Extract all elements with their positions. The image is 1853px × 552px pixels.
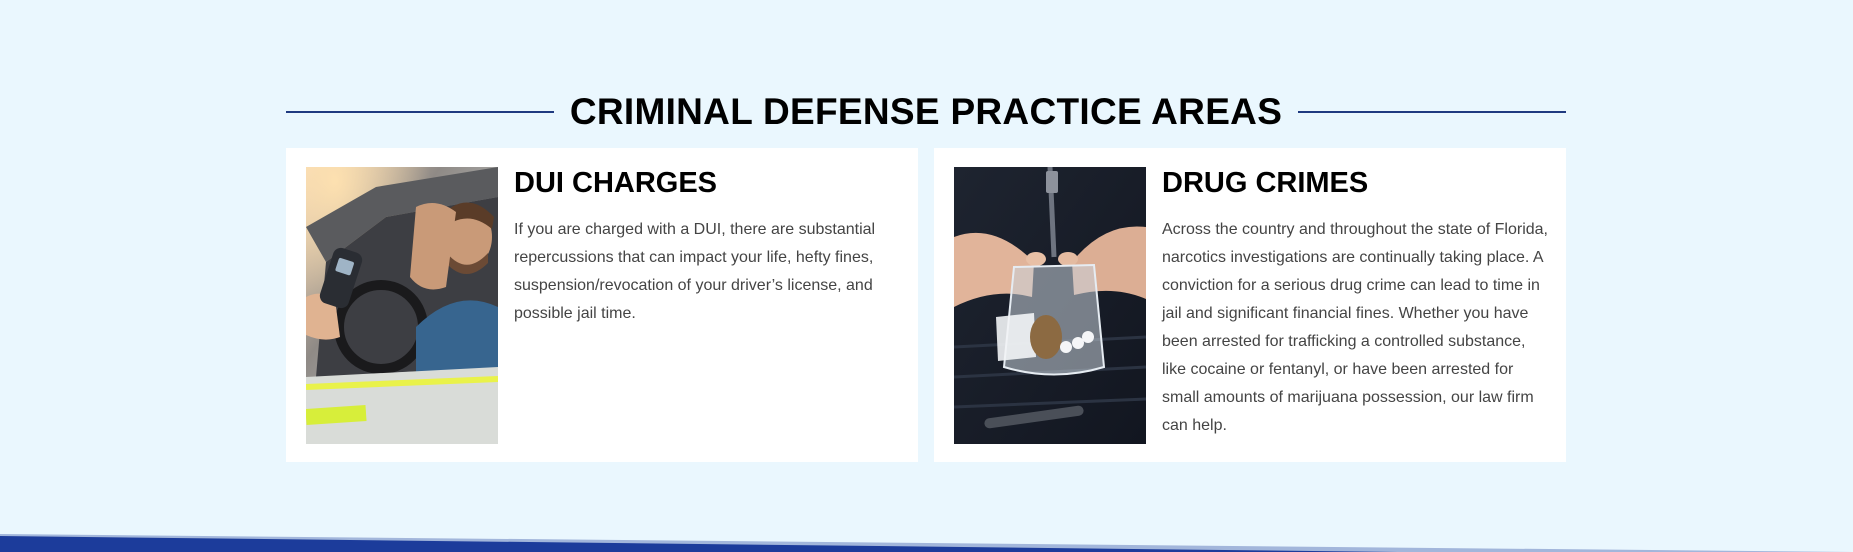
card-title[interactable]: DUI CHARGES bbox=[514, 167, 718, 199]
header-divider-right bbox=[1298, 111, 1567, 113]
drug-bag-photo bbox=[954, 167, 1146, 444]
section-title: CRIMINAL DEFENSE PRACTICE AREAS bbox=[569, 91, 1283, 132]
practice-card-drug-crimes[interactable]: DRUG CRIMES Across the country and throu… bbox=[934, 148, 1566, 462]
drug-card-body: DRUG CRIMES Across the country and throu… bbox=[1162, 166, 1552, 440]
card-description: If you are charged with a DUI, there are… bbox=[514, 221, 876, 322]
footer-band bbox=[0, 534, 1853, 552]
card-title[interactable]: DRUG CRIMES bbox=[1162, 167, 1369, 199]
dui-breathalyzer-photo bbox=[306, 167, 498, 444]
header-divider-left bbox=[286, 111, 554, 113]
dui-photo-illustration bbox=[306, 167, 498, 444]
practice-card-dui[interactable]: DUI CHARGES If you are charged with a DU… bbox=[286, 148, 918, 462]
section-header: CRIMINAL DEFENSE PRACTICE AREAS bbox=[286, 84, 1567, 140]
dui-card-body: DUI CHARGES If you are charged with a DU… bbox=[514, 166, 904, 328]
drug-photo-illustration bbox=[954, 167, 1146, 444]
card-description: Across the country and throughout the st… bbox=[1162, 221, 1548, 434]
